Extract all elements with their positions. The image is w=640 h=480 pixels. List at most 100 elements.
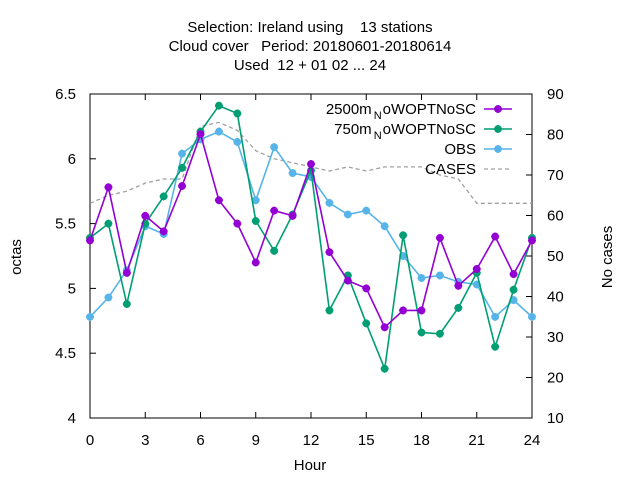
y2-tick-label: 50 bbox=[547, 248, 564, 265]
data-point bbox=[343, 276, 352, 285]
data-point bbox=[472, 264, 481, 273]
legend-entry: 750m NoWOPTNoSC bbox=[334, 121, 512, 142]
series-lines bbox=[86, 101, 536, 373]
data-point bbox=[325, 198, 334, 207]
data-point bbox=[343, 210, 352, 219]
data-point bbox=[104, 293, 113, 302]
y2-tick-label: 10 bbox=[547, 410, 564, 427]
data-point bbox=[417, 274, 426, 283]
data-point bbox=[270, 206, 279, 215]
title-line: Selection: Ireland using 13 stations bbox=[187, 19, 432, 36]
legend-entry: 2500m NoWOPTNoSC bbox=[326, 101, 512, 122]
data-point bbox=[491, 312, 500, 321]
data-point bbox=[288, 169, 297, 178]
legend-label: CASES bbox=[425, 161, 476, 178]
data-point bbox=[251, 217, 260, 226]
data-point bbox=[307, 159, 315, 168]
x-tick-label: 18 bbox=[413, 432, 430, 449]
y2-tick-label: 30 bbox=[547, 329, 564, 346]
series-2500m bbox=[86, 130, 536, 332]
data-point bbox=[417, 328, 426, 337]
data-point bbox=[454, 281, 463, 290]
y-tick-label: 5.5 bbox=[55, 216, 76, 233]
data-point bbox=[325, 248, 334, 257]
y2-tick-label: 60 bbox=[547, 208, 564, 225]
legend-entry: OBS bbox=[444, 141, 512, 158]
data-point bbox=[251, 258, 260, 267]
legend-marker bbox=[494, 105, 502, 113]
legend-label: 2500m NoWOPTNoSC bbox=[326, 101, 476, 122]
data-point bbox=[270, 246, 279, 255]
data-point bbox=[399, 231, 408, 240]
data-point bbox=[454, 303, 463, 312]
data-point bbox=[509, 270, 518, 279]
data-point bbox=[178, 182, 187, 191]
data-point bbox=[528, 236, 536, 245]
legend-label: OBS bbox=[444, 141, 476, 158]
data-point bbox=[362, 206, 371, 215]
y2-tick-label: 90 bbox=[547, 86, 564, 103]
y2-tick-label: 20 bbox=[547, 370, 564, 387]
data-point bbox=[214, 196, 223, 205]
data-point bbox=[159, 227, 168, 236]
y-tick-label: 4.5 bbox=[55, 345, 76, 362]
data-point bbox=[380, 222, 389, 231]
data-point bbox=[435, 271, 444, 280]
data-point bbox=[214, 127, 223, 136]
data-point bbox=[122, 268, 131, 277]
y-tick-label: 6.5 bbox=[55, 86, 76, 103]
title-line: Cloud cover Period: 20180601-20180614 bbox=[169, 38, 452, 55]
data-point bbox=[288, 211, 297, 220]
x-tick-label: 3 bbox=[141, 432, 149, 449]
data-point bbox=[122, 299, 131, 308]
y-tick-label: 5 bbox=[68, 280, 76, 297]
x-tick-label: 24 bbox=[524, 432, 541, 449]
data-point bbox=[159, 192, 168, 201]
data-point bbox=[435, 329, 444, 338]
x-tick-label: 21 bbox=[468, 432, 485, 449]
data-point bbox=[380, 323, 389, 332]
data-point bbox=[509, 285, 518, 294]
chart-title: Selection: Ireland using 13 stations Clou… bbox=[169, 19, 452, 74]
data-point bbox=[196, 130, 205, 139]
data-point bbox=[528, 312, 536, 321]
y2-tick-label: 40 bbox=[547, 289, 564, 306]
x-tick-label: 12 bbox=[303, 432, 320, 449]
data-point bbox=[399, 306, 408, 315]
legend-entry: CASES bbox=[425, 161, 512, 178]
data-point bbox=[325, 306, 334, 315]
y-axis-label: octas bbox=[8, 239, 25, 275]
data-point bbox=[435, 233, 444, 242]
y2-tick-label: 70 bbox=[547, 167, 564, 184]
data-point bbox=[86, 312, 94, 321]
data-point bbox=[491, 232, 500, 241]
data-point bbox=[178, 149, 187, 158]
data-point bbox=[178, 163, 187, 172]
y-tick-label: 4 bbox=[68, 410, 76, 427]
axis-ticks: 0 3 6 9 12 15 18 21 24 4 4.5 5 5.5 6 6.5 10 20 30 40 50 60 70… bbox=[55, 86, 564, 449]
y-tick-label: 6 bbox=[68, 151, 76, 168]
x-axis-label: Hour bbox=[294, 457, 327, 474]
legend-label: 750m NoWOPTNoSC bbox=[334, 121, 476, 142]
data-point bbox=[233, 137, 242, 146]
data-point bbox=[104, 183, 113, 192]
data-point bbox=[141, 211, 150, 220]
data-point bbox=[362, 284, 371, 293]
data-point bbox=[86, 236, 94, 245]
data-point bbox=[417, 306, 426, 315]
y2-axis-label: No cases bbox=[599, 226, 616, 289]
data-point bbox=[380, 364, 389, 373]
x-tick-label: 0 bbox=[86, 432, 94, 449]
data-point bbox=[214, 101, 223, 110]
data-point bbox=[491, 342, 500, 351]
data-point bbox=[233, 219, 242, 228]
y2-tick-label: 80 bbox=[547, 127, 564, 144]
data-point bbox=[104, 219, 113, 228]
x-tick-label: 6 bbox=[196, 432, 204, 449]
data-point bbox=[270, 143, 279, 152]
legend-marker bbox=[494, 145, 502, 153]
x-tick-label: 9 bbox=[252, 432, 260, 449]
data-point bbox=[233, 109, 242, 118]
